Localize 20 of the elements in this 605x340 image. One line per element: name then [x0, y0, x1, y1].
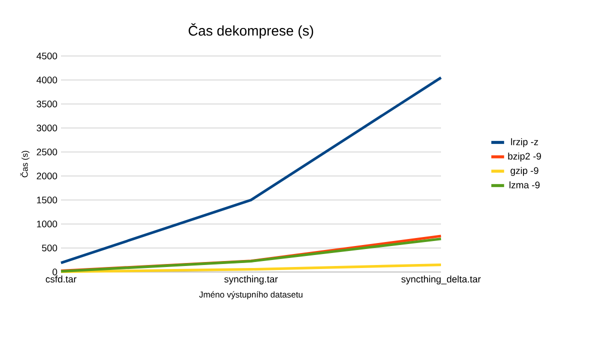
y-tick-label: 4000 [36, 76, 58, 84]
legend-label: lzma -9 [510, 181, 540, 188]
y-axis-title: Čas (s) [20, 150, 30, 178]
chart-title: Čas dekomprese (s) [188, 23, 314, 38]
y-tick-label: 0 [52, 268, 58, 276]
x-tick-label: syncthing_delta.tar [401, 276, 481, 284]
y-tick-label: 2000 [36, 172, 58, 180]
y-tick-label: 3500 [36, 100, 58, 108]
x-tick-label: syncthing.tar [224, 276, 278, 284]
y-tick-label: 3000 [36, 124, 58, 132]
y-tick-label: 500 [42, 244, 58, 252]
x-tick-label: csfd.tar [46, 276, 76, 283]
x-axis-title: Jméno výstupního datasetu [199, 291, 302, 300]
legend-label: lrzip -z [511, 138, 538, 148]
y-tick-label: 1500 [37, 196, 58, 204]
y-tick-label: 2500 [36, 148, 58, 156]
y-tick-label: 1000 [37, 220, 58, 228]
legend-label: bzip2 -9 [508, 152, 541, 162]
y-tick-label: 4500 [36, 52, 58, 60]
legend-label: gzip -9 [510, 166, 538, 176]
